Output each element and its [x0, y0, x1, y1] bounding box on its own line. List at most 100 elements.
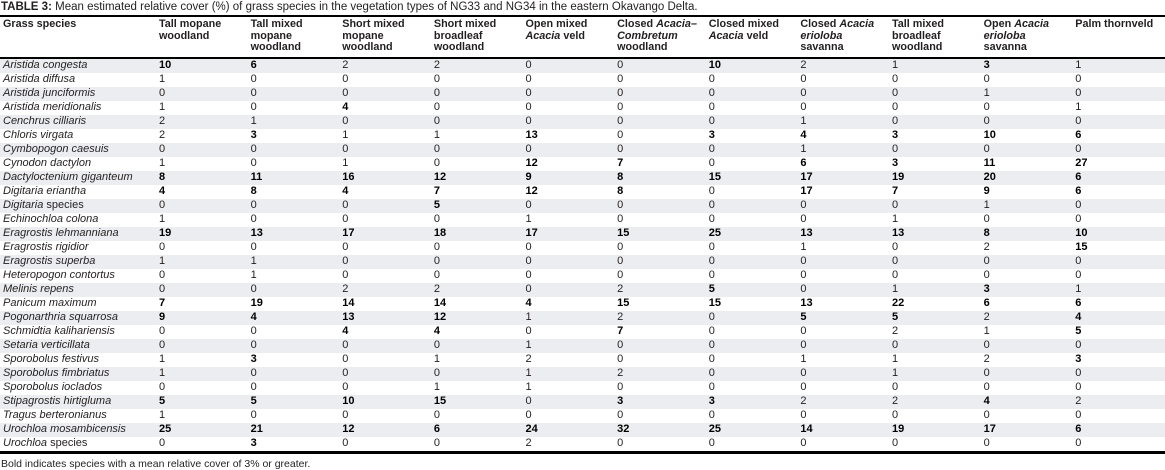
cover-value-cell: 1 — [342, 128, 349, 141]
latin-name-text: Panicum maximum — [3, 296, 97, 309]
cover-value-cell: 4 — [342, 324, 349, 337]
cover-value-cell: 12 — [433, 310, 447, 323]
cover-value-cell: 0 — [617, 436, 624, 449]
cover-value-cell: 15 — [708, 296, 721, 309]
cover-value-cell: 0 — [892, 142, 899, 155]
cover-value-cell: 12 — [525, 184, 538, 197]
cover-value-cell: 0 — [525, 100, 532, 113]
latin-name-text: Stipagrostis hirtigluma — [3, 394, 112, 407]
cover-value-cell: 10 — [342, 394, 355, 407]
cover-value-cell: 3 — [1075, 352, 1082, 365]
cover-value-cell: 0 — [250, 86, 257, 99]
cover-value-cell: 17 — [800, 184, 813, 197]
cover-value-cell: 0 — [433, 212, 440, 225]
column-header-7: Closed Acacia erioloba savanna — [798, 16, 890, 59]
cover-value-cell: 2 — [342, 282, 349, 295]
species-name-cell: Stipagrostis hirtigluma — [0, 395, 157, 409]
cover-value-cell: 0 — [708, 184, 715, 197]
cover-value-cell: 0 — [983, 366, 990, 379]
cover-value-cell: 0 — [708, 100, 715, 113]
cover-value-cell: 4 — [342, 184, 349, 197]
cover-value-cell: 0 — [250, 366, 257, 379]
header-row: Grass species Tall mopane woodland Tall mi… — [0, 16, 1165, 59]
latin-name-text: Melinis repens — [3, 282, 74, 295]
cover-value-cell: 1 — [525, 338, 532, 351]
cover-value-cell: 0 — [983, 338, 990, 351]
table-row: Aristida junciformis 0 0 0 0 0 0 0 0 0 1 0 — [0, 86, 1165, 101]
cover-value-cell: 0 — [342, 338, 349, 351]
cover-value-cell: 5 — [433, 198, 440, 211]
cover-value-cell: 0 — [892, 114, 899, 127]
cover-value-cell: 3 — [617, 394, 624, 407]
column-header-5: Closed Acacia–Combretum woodland — [615, 16, 707, 59]
cover-value-cell: 4 — [342, 100, 349, 113]
table-row: Eragrostis lehmanniana 19 13 17 18 17 15 25 13 13… — [0, 226, 1165, 241]
cover-value-cell: 0 — [159, 142, 166, 155]
cover-value-cell: 0 — [342, 408, 349, 421]
cover-value-cell: 10 — [1075, 226, 1088, 239]
cover-value-cell: 0 — [1075, 380, 1082, 393]
cover-value-cell: 2 — [342, 58, 349, 71]
cover-value-cell: 0 — [342, 254, 349, 267]
cover-value-cell: 9 — [525, 170, 532, 183]
table-row: Urochloa species 0 3 0 0 2 0 0 0 0 0 0 — [0, 437, 1165, 453]
latin-name-text: Dactyloctenium giganteum — [3, 170, 133, 183]
cover-value-cell: 0 — [525, 72, 532, 85]
table-caption-label: TABLE 3: — [1, 1, 52, 13]
species-name-cell: Aristida junciformis — [0, 87, 157, 101]
cover-value-cell: 1 — [892, 212, 899, 225]
species-name-cell: Digitaria species — [0, 199, 157, 213]
cover-value-cell: 13 — [342, 310, 355, 323]
species-name-cell: Schmidtia kalihariensis — [0, 325, 157, 339]
cover-value-cell: 0 — [617, 408, 624, 421]
cover-value-cell: 0 — [800, 324, 807, 337]
cover-value-cell: 0 — [617, 352, 624, 365]
cover-value-cell: 3 — [250, 436, 257, 449]
cover-value-cell: 0 — [525, 394, 532, 407]
cover-value-cell: 0 — [525, 58, 532, 71]
cover-value-cell: 19 — [159, 226, 172, 239]
species-name-cell: Sporobolus ioclados — [0, 381, 157, 395]
latin-name-text: Acacia erioloba — [983, 18, 1050, 42]
cover-value-cell: 0 — [250, 100, 257, 113]
cover-value-cell: 0 — [342, 142, 349, 155]
cover-value-cell: 8 — [250, 184, 257, 197]
cover-value-cell: 0 — [617, 72, 624, 85]
species-name-cell: Tragus berteronianus — [0, 409, 157, 423]
cover-value-cell: 1 — [800, 352, 807, 365]
cover-value-cell: 3 — [983, 282, 990, 295]
cover-value-cell: 0 — [800, 254, 807, 267]
cover-value-cell: 0 — [617, 114, 624, 127]
cover-value-cell: 0 — [159, 324, 166, 337]
cover-value-cell: 0 — [433, 240, 440, 253]
table-row: Melinis repens 0 0 2 2 0 2 5 0 1 3 1 — [0, 282, 1165, 297]
cover-value-cell: 0 — [983, 142, 990, 155]
cover-value-cell: 15 — [617, 296, 630, 309]
table-body: Aristida congesta 10 6 2 2 0 0 10 2 1 3 1 Aristida d… — [0, 57, 1165, 453]
column-header-3: Short mixed broadleaf woodland — [431, 16, 524, 59]
cover-value-cell: 13 — [800, 226, 813, 239]
cover-value-cell: 4 — [250, 310, 257, 323]
latin-name-text: Aristida congesta — [3, 58, 88, 71]
cover-value-cell: 0 — [892, 380, 899, 393]
latin-name-text: Sporobolus fimbriatus — [3, 366, 110, 379]
cover-value-cell: 10 — [983, 128, 996, 141]
cover-value-cell: 0 — [433, 408, 440, 421]
plain-text: Palm thornveld — [1075, 18, 1154, 30]
cover-value-cell: 0 — [983, 268, 990, 281]
cover-value-cell: 0 — [800, 100, 807, 113]
cover-value-cell: 0 — [800, 86, 807, 99]
table-row: Digitaria eriantha 4 8 4 7 12 8 0 17 7 9 6 — [0, 185, 1165, 199]
plain-text: Open — [983, 18, 1015, 30]
column-header-6: Closed mixed Acacia veld — [706, 16, 799, 59]
species-name-cell: Cynodon dactylon — [0, 157, 157, 171]
cover-value-cell: 3 — [892, 156, 899, 169]
cover-value-cell: 0 — [1075, 142, 1082, 155]
latin-name-text: Acacia — [525, 29, 561, 42]
cover-value-cell: 5 — [892, 310, 899, 323]
cover-value-cell: 0 — [708, 212, 715, 225]
cover-value-cell: 0 — [892, 100, 899, 113]
plain-text: Short mixed broadleaf woodland — [433, 18, 497, 54]
cover-value-cell: 0 — [433, 142, 440, 155]
cover-value-cell: 4 — [433, 324, 440, 337]
